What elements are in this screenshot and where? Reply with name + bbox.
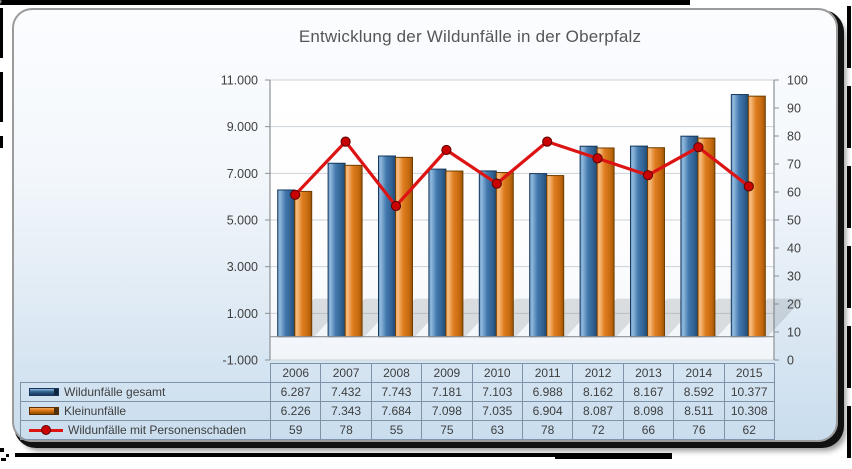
value-cell: 8.162 (572, 382, 624, 402)
value-cell: 8.511 (673, 401, 725, 421)
value-cell: 63 (471, 420, 523, 440)
value-cell: 72 (572, 420, 624, 440)
table-row: Kleinunfälle 6.226 7.343 7.684 7.098 7.035 6.9… (20, 401, 775, 421)
value-cell: 59 (269, 420, 322, 440)
year-header: 2009 (421, 363, 473, 383)
value-cell: 78 (521, 420, 574, 440)
value-cell: 7.432 (320, 382, 372, 402)
value-cell: 7.035 (471, 401, 523, 421)
legend-swatch-red-line-icon (29, 425, 63, 435)
value-cell: 7.743 (370, 382, 423, 402)
value-cell: 6.904 (521, 401, 574, 421)
value-cell: 7.343 (320, 401, 372, 421)
legend-label: Kleinunfälle (64, 404, 127, 418)
year-header: 2012 (572, 363, 624, 383)
scan-artifact-right-edge (847, 6, 851, 458)
value-cell: 7.098 (421, 401, 473, 421)
year-header: 2010 (471, 363, 523, 383)
legend-cell: Wildunfälle gesamt (20, 382, 271, 402)
scan-artifact-dot (1, 458, 6, 461)
value-cell: 66 (622, 420, 675, 440)
value-cell: 8.167 (622, 382, 675, 402)
value-cell: 6.988 (521, 382, 574, 402)
scan-artifact-bottom-edge-2 (555, 456, 672, 459)
legend-label: Wildunfälle mit Personenschaden (68, 423, 247, 437)
value-cell: 76 (673, 420, 725, 440)
value-cell: 7.103 (471, 382, 523, 402)
value-cell: 6.287 (269, 382, 322, 402)
year-header: 2014 (673, 363, 725, 383)
year-header: 2006 (269, 363, 322, 383)
legend-label: Wildunfälle gesamt (64, 385, 166, 399)
value-cell: 8.592 (673, 382, 725, 402)
chart-title: Entwicklung der Wildunfälle in der Oberp… (298, 27, 642, 46)
scan-artifact-dot (6, 454, 9, 457)
data-table: 2006 2007 2008 2009 2010 2011 2012 2013 2014 2015… (20, 363, 775, 440)
value-cell: 75 (421, 420, 473, 440)
table-row: Wildunfälle gesamt 6.287 7.432 7.743 7.181 7.… (20, 382, 775, 402)
year-header-row: 2006 2007 2008 2009 2010 2011 2012 2013 2014 2015 (21, 363, 775, 383)
year-header: 2007 (320, 363, 372, 383)
legend-swatch-blue-bar-icon (29, 388, 59, 396)
year-header: 2013 (622, 363, 675, 383)
scan-artifact-bottom-edge (15, 453, 672, 457)
value-cell: 8.098 (622, 401, 675, 421)
scan-artifact-dot (0, 448, 4, 452)
scan-artifact-left-edge (0, 8, 3, 148)
value-cell: 8.087 (572, 401, 624, 421)
year-header: 2011 (521, 363, 574, 383)
table-corner-cell (21, 364, 271, 383)
scan-artifact-top-edge (0, 0, 690, 5)
table-row: Wildunfälle mit Personenschaden 59 78 55 75 6… (20, 420, 775, 440)
year-header: 2015 (723, 363, 775, 383)
value-cell: 10.377 (723, 382, 775, 402)
value-cell: 6.226 (269, 401, 322, 421)
legend-cell: Kleinunfälle (20, 401, 271, 421)
value-cell: 62 (723, 420, 775, 440)
legend-cell: Wildunfälle mit Personenschaden (20, 420, 271, 440)
legend-swatch-orange-bar-icon (29, 407, 59, 415)
year-header: 2008 (370, 363, 423, 383)
value-cell: 7.684 (370, 401, 423, 421)
value-cell: 10.308 (723, 401, 775, 421)
value-cell: 7.181 (421, 382, 473, 402)
value-cell: 55 (370, 420, 423, 440)
value-cell: 78 (320, 420, 372, 440)
